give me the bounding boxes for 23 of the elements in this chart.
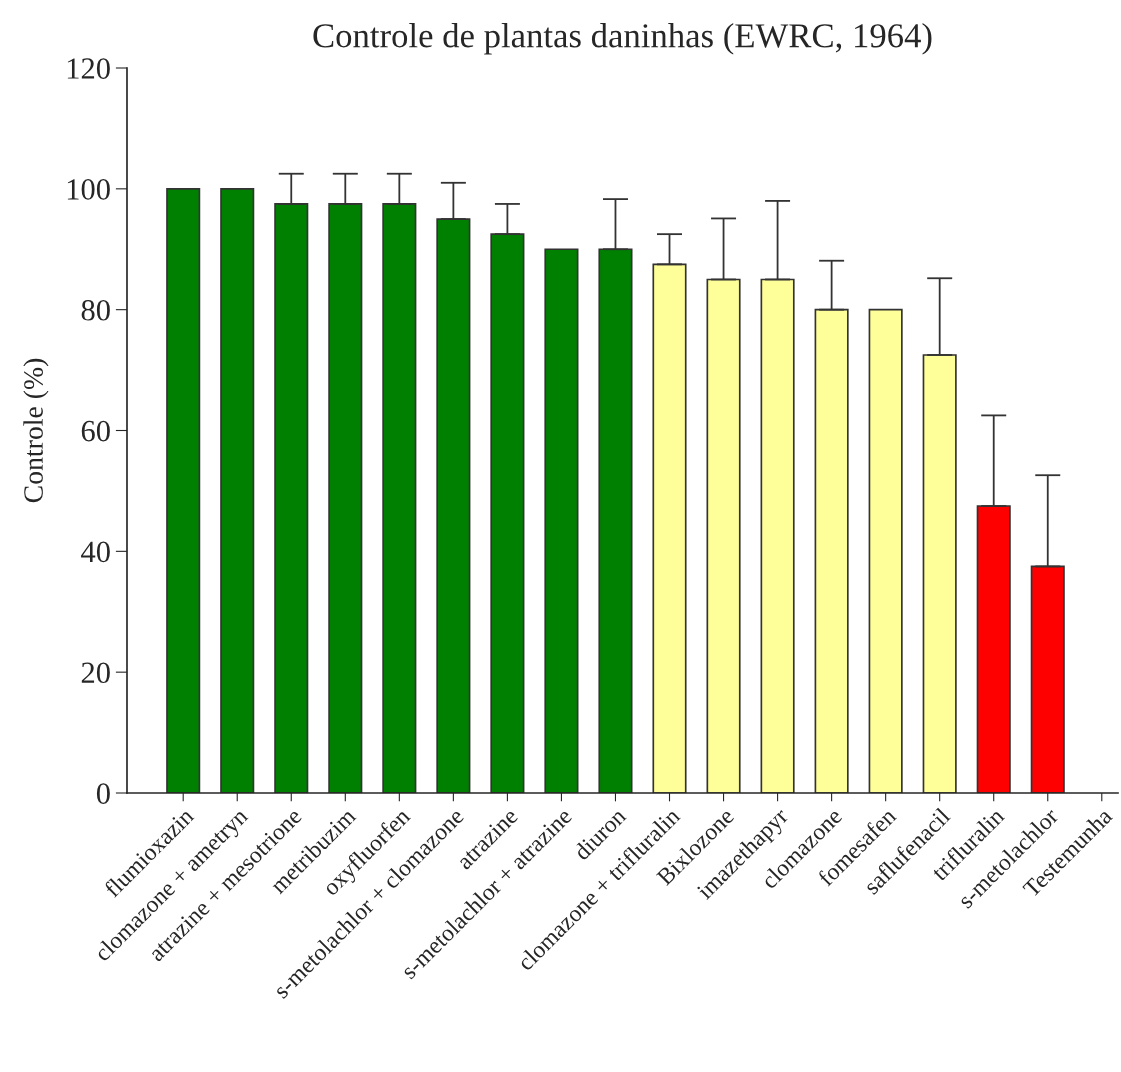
chart-title: Controle de plantas daninhas (EWRC, 1964) xyxy=(313,23,932,55)
y-tick-label: 100 xyxy=(67,179,110,200)
bar xyxy=(922,354,957,793)
bar xyxy=(598,248,633,793)
y-tick-label: 120 xyxy=(67,58,110,79)
y-tick-label: 0 xyxy=(96,783,110,804)
bar xyxy=(274,203,309,793)
bar xyxy=(490,233,525,793)
y-tick-label: 60 xyxy=(81,420,110,442)
y-tick-label: 80 xyxy=(81,299,110,321)
bar xyxy=(328,203,363,793)
bar xyxy=(220,187,255,793)
y-tick-label: 20 xyxy=(81,662,110,684)
bar xyxy=(652,263,687,793)
bar xyxy=(814,308,849,793)
bar xyxy=(382,203,417,793)
bar xyxy=(868,308,903,793)
bar xyxy=(976,505,1011,793)
bar xyxy=(544,248,579,793)
y-axis-title: Controle (%) xyxy=(23,358,49,503)
y-tick-label: 40 xyxy=(81,541,110,563)
bar xyxy=(436,218,471,793)
bar xyxy=(166,187,201,793)
